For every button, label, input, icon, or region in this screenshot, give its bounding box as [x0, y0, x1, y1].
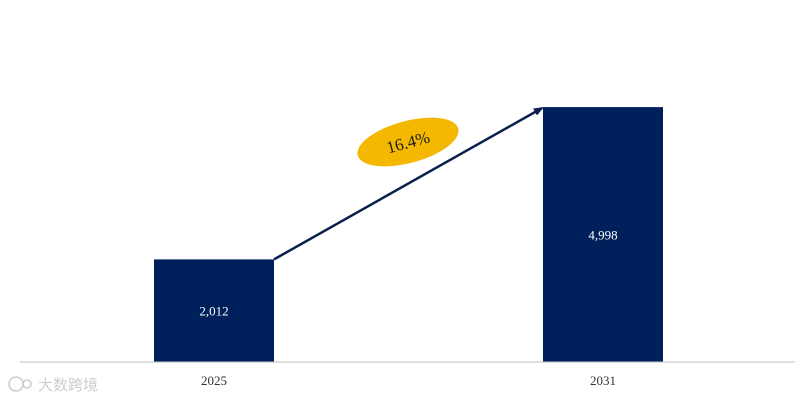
cagr-badge: 16.4% — [357, 117, 459, 167]
watermark: 大数跨境 — [8, 376, 98, 394]
bar-value-label-2031: 4,998 — [588, 228, 617, 243]
watermark-logo-icon — [8, 376, 32, 392]
cagr-badge-ellipse — [357, 117, 459, 167]
cagr-arrow — [273, 107, 544, 261]
x-tick-label-2025: 2025 — [201, 373, 227, 388]
x-tick-labels: 2025 2031 — [201, 373, 616, 388]
bar-2025 — [154, 259, 274, 362]
bar-value-label-2025: 2,012 — [199, 304, 228, 319]
x-tick-label-2031: 2031 — [590, 373, 616, 388]
bar-2031 — [543, 107, 663, 363]
watermark-text: 大数跨境 — [38, 376, 98, 394]
bars-group: 2,012 4,998 — [154, 107, 663, 363]
